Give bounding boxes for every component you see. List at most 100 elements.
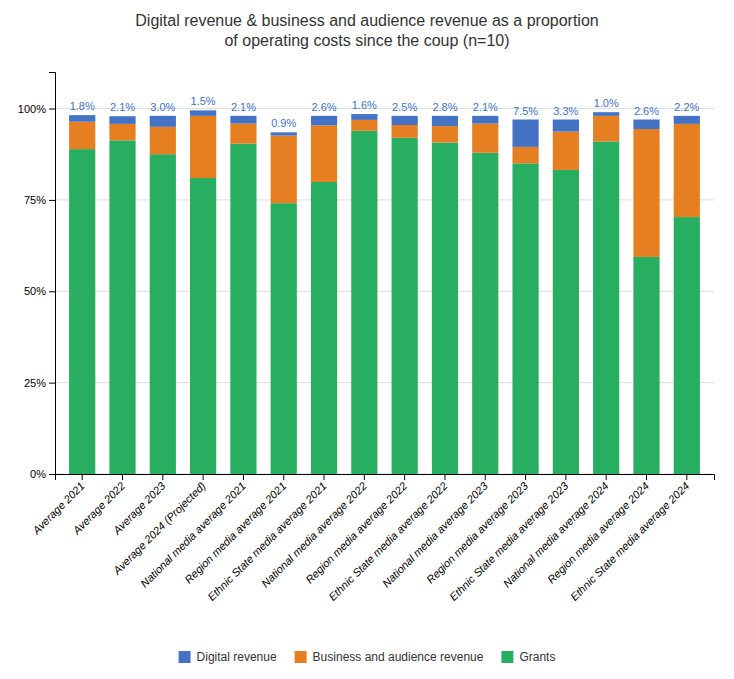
bar [432, 116, 458, 126]
data-labels: 1.8%2.1%3.0%1.5%2.1%0.9%2.6%1.6%2.5%2.8%… [70, 95, 700, 129]
bar [271, 203, 297, 474]
bar [633, 257, 659, 474]
bar [311, 116, 337, 126]
data-label: 2.1% [231, 101, 256, 113]
x-axis-line [56, 475, 715, 481]
bar [69, 115, 95, 122]
bar [351, 114, 377, 120]
x-tick-mark [525, 474, 526, 480]
y-tick-mark [49, 109, 55, 110]
x-tick-mark [364, 474, 365, 480]
legend-swatch [179, 651, 191, 663]
bar [512, 163, 538, 474]
data-label: 1.0% [594, 97, 619, 109]
bar [392, 125, 418, 138]
y-tick-label: 25% [24, 377, 46, 389]
bar [472, 124, 498, 153]
data-label: 1.5% [191, 95, 216, 107]
bar [432, 143, 458, 474]
x-tick-label: Ethnic State media average 2024 [568, 480, 692, 604]
bar [472, 116, 498, 124]
data-label: 2.6% [634, 105, 659, 117]
bar [472, 153, 498, 474]
x-axis: Average 2021Average 2022Average 2023Aver… [29, 474, 714, 603]
data-label: 1.6% [352, 99, 377, 111]
bar [392, 138, 418, 474]
grid [55, 109, 714, 474]
plot-area: 1.8%2.1%3.0%1.5%2.1%0.9%2.6%1.6%2.5%2.8%… [18, 73, 715, 604]
legend-item: Grants [501, 650, 555, 664]
bar [230, 144, 256, 474]
data-label: 1.8% [70, 100, 95, 112]
y-tick: 25% [24, 377, 55, 389]
bar [109, 140, 135, 474]
bar [109, 116, 135, 124]
x-tick-mark [82, 474, 83, 480]
data-label: 3.0% [150, 101, 175, 113]
bar [271, 132, 297, 135]
chart-title: Digital revenue & business and audience … [135, 12, 598, 49]
bar [190, 110, 216, 115]
y-axis-line [49, 73, 56, 475]
data-label: 0.9% [271, 117, 296, 129]
bar [593, 116, 619, 142]
bar [69, 122, 95, 149]
y-tick: 100% [18, 103, 55, 115]
bar [633, 129, 659, 257]
bar [69, 149, 95, 474]
bar-series [69, 110, 700, 147]
y-tick: 50% [24, 285, 55, 297]
bar [432, 126, 458, 142]
bar [271, 136, 297, 204]
data-label: 7.5% [513, 105, 538, 117]
bar [593, 141, 619, 474]
x-tick-mark [122, 474, 123, 480]
bars [69, 110, 700, 474]
bar-series [69, 131, 700, 474]
bar [593, 112, 619, 116]
data-label: 2.1% [473, 101, 498, 113]
legend: Digital revenue Business and audience rev… [179, 650, 556, 664]
x-tick-mark [646, 474, 647, 480]
x-tick-mark [203, 474, 204, 480]
bar [553, 120, 579, 132]
bar [512, 147, 538, 163]
y-tick: 75% [24, 194, 55, 206]
legend-item: Business and audience revenue [295, 650, 484, 664]
x-tick-mark [565, 474, 566, 480]
bar [351, 120, 377, 131]
x-tick-mark [283, 474, 284, 480]
y-tick-label: 100% [18, 103, 46, 115]
bar [553, 170, 579, 474]
legend-item: Digital revenue [179, 650, 277, 664]
bar [150, 154, 176, 474]
data-label: 2.1% [110, 101, 135, 113]
bar [230, 116, 256, 124]
legend-label: Grants [519, 650, 555, 664]
bar [351, 131, 377, 474]
bar [311, 182, 337, 474]
legend-swatch [295, 651, 307, 663]
x-tick-mark [243, 474, 244, 480]
x-tick-mark [324, 474, 325, 480]
chart-svg: Digital revenue & business and audience … [0, 0, 734, 679]
bar [190, 178, 216, 474]
title-line: of operating costs since the coup (n=10) [224, 32, 509, 49]
title-line: Digital revenue & business and audience … [135, 12, 598, 29]
bar [109, 124, 135, 140]
chart-container: Digital revenue & business and audience … [0, 0, 734, 679]
bar [150, 116, 176, 127]
legend-label: Business and audience revenue [313, 650, 484, 664]
bar [633, 120, 659, 130]
y-tick: 0% [30, 468, 55, 480]
y-tick-mark [49, 291, 55, 292]
y-tick-mark [49, 474, 55, 475]
legend-swatch [501, 651, 513, 663]
y-tick-mark [49, 200, 55, 201]
x-tick: Ethnic State media average 2024 [568, 474, 692, 603]
bar [674, 116, 700, 124]
x-tick-mark [404, 474, 405, 480]
x-tick-mark [485, 474, 486, 480]
legend-label: Digital revenue [197, 650, 277, 664]
y-tick-label: 50% [24, 285, 46, 297]
